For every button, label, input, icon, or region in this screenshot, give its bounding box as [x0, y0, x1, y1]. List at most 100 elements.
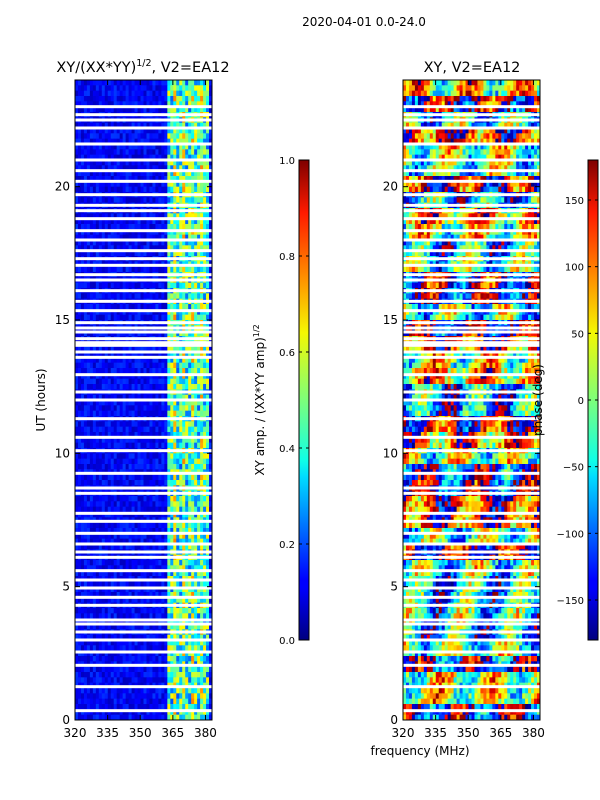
heatmap-cell — [176, 224, 180, 230]
heatmap-cell — [170, 170, 174, 177]
heatmap-cell — [95, 405, 100, 412]
heatmap-cell — [83, 250, 88, 257]
heatmap-cell — [206, 245, 210, 252]
heatmap-cell — [203, 378, 207, 385]
heatmap-cell — [164, 197, 168, 204]
heatmap-cell — [161, 533, 165, 540]
heatmap-cell — [83, 330, 88, 337]
heatmap-cell — [104, 405, 109, 412]
heatmap-cell — [89, 80, 94, 86]
heatmap-cell — [75, 480, 79, 486]
heatmap-cell — [92, 128, 97, 134]
heatmap-cell — [188, 533, 192, 540]
heatmap-cell — [107, 560, 112, 566]
heatmap-cell — [77, 186, 82, 193]
heatmap-cell — [188, 106, 192, 113]
heatmap-cell — [206, 480, 210, 486]
heatmap-cell — [170, 650, 174, 657]
heatmap-cell — [122, 245, 127, 252]
heatmap-cell — [110, 213, 115, 220]
heatmap-cell — [155, 122, 159, 129]
heatmap-cell — [176, 101, 180, 108]
heatmap-cell — [101, 224, 106, 230]
heatmap-cell — [134, 218, 139, 225]
heatmap-cell — [200, 426, 204, 433]
heatmap-cell — [104, 250, 109, 257]
heatmap-cell — [89, 309, 94, 316]
heatmap-cell — [158, 368, 162, 374]
heatmap-cell — [197, 544, 201, 550]
heatmap-cell — [101, 186, 106, 193]
heatmap-cell — [194, 458, 198, 465]
heatmap-cell — [92, 160, 97, 166]
heatmap-cell — [167, 368, 171, 374]
heatmap-cell — [131, 634, 136, 641]
heatmap-cell — [110, 154, 115, 161]
heatmap-cell — [134, 229, 139, 236]
heatmap-cell — [110, 608, 115, 614]
heatmap-cell — [206, 453, 210, 460]
heatmap-cell — [113, 96, 118, 102]
heatmap-cell — [143, 368, 147, 374]
heatmap-cell — [92, 224, 97, 230]
heatmap-cell — [98, 154, 103, 161]
heatmap-cell — [128, 597, 133, 604]
heatmap-cell — [134, 165, 139, 172]
heatmap-cell — [200, 149, 204, 156]
heatmap-cell — [170, 394, 174, 401]
heatmap-cell — [173, 592, 177, 598]
heatmap-cell — [140, 186, 144, 193]
heatmap-cell — [185, 400, 189, 406]
heatmap-cell — [75, 618, 79, 625]
heatmap-cell — [149, 597, 153, 604]
heatmap-cell — [98, 586, 103, 593]
heatmap-cell — [164, 501, 168, 508]
heatmap-cell — [113, 394, 118, 401]
heatmap-cell — [152, 357, 156, 364]
heatmap-cell — [179, 218, 183, 225]
heatmap-cell — [80, 245, 85, 252]
heatmap-cell — [122, 405, 127, 412]
heatmap-cell — [95, 357, 100, 364]
heatmap-cell — [77, 282, 82, 289]
heatmap-cell — [182, 597, 186, 604]
heatmap-cell — [140, 618, 144, 625]
heatmap-cell — [203, 586, 207, 593]
heatmap-cell — [179, 586, 183, 593]
heatmap-cell — [134, 90, 139, 97]
heatmap-cell — [92, 357, 97, 364]
heatmap-cell — [194, 613, 198, 620]
heatmap-cell — [80, 378, 85, 385]
heatmap-cell — [146, 160, 150, 166]
heatmap-cell — [83, 197, 88, 204]
heatmap-cell — [137, 101, 142, 108]
heatmap-cell — [122, 506, 127, 513]
heatmap-cell — [149, 464, 153, 470]
heatmap-cell — [89, 624, 94, 630]
heatmap-cell — [209, 144, 212, 150]
heatmap-cell — [209, 634, 212, 641]
heatmap-cell — [167, 538, 171, 545]
heatmap-cell — [98, 309, 103, 316]
heatmap-cell — [125, 181, 130, 188]
heatmap-cell — [119, 650, 124, 657]
heatmap-cell — [137, 624, 142, 630]
heatmap-cell — [197, 266, 201, 273]
heatmap-cell — [194, 592, 198, 598]
heatmap-cell — [158, 245, 162, 252]
heatmap-cell — [104, 496, 109, 502]
heatmap-cell — [122, 314, 127, 321]
heatmap-cell — [209, 565, 212, 572]
heatmap-cell — [176, 197, 180, 204]
heatmap-cell — [110, 122, 115, 129]
heatmap-cell — [110, 506, 115, 513]
heatmap-cell — [113, 645, 118, 652]
heatmap-cell — [167, 560, 171, 566]
heatmap-cell — [146, 464, 150, 470]
heatmap-cell — [107, 533, 112, 540]
heatmap-cell — [134, 442, 139, 449]
heatmap-cell — [80, 181, 85, 188]
heatmap-cell — [209, 90, 212, 97]
heatmap-cell — [188, 197, 192, 204]
heatmap-cell — [75, 357, 79, 364]
